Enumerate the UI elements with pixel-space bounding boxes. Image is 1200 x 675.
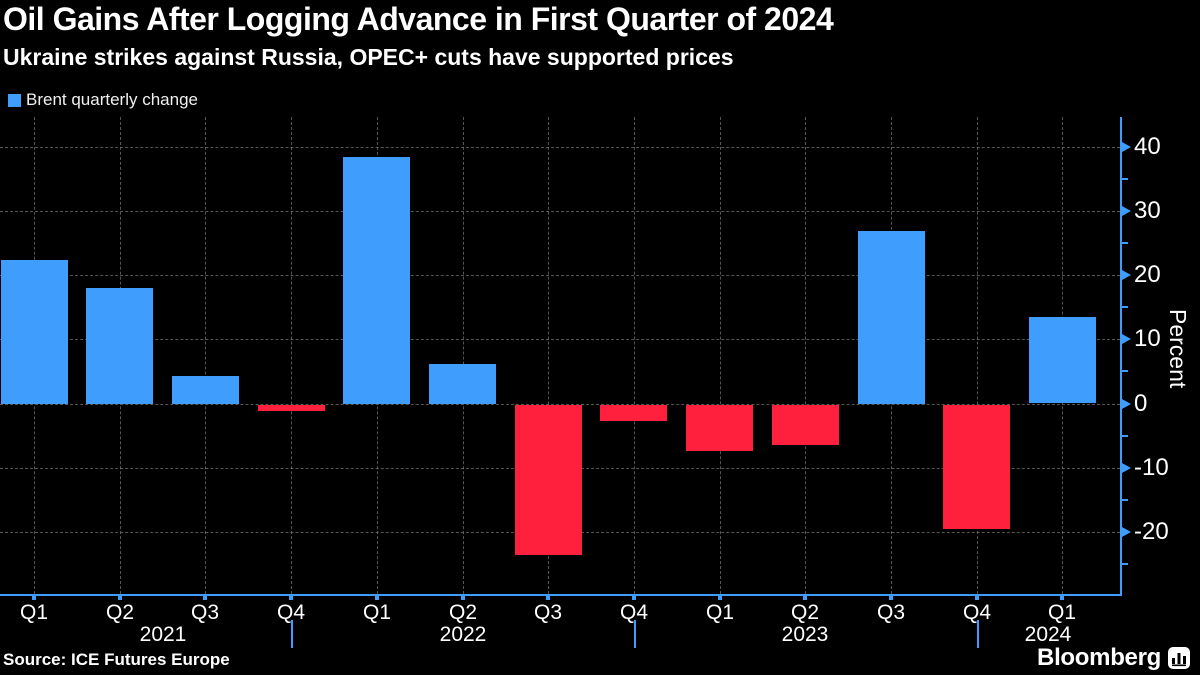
y-minor-tick (1122, 306, 1128, 308)
x-tick (546, 596, 550, 600)
y-tick-label: -20 (1134, 518, 1169, 545)
horizontal-gridline (0, 275, 1120, 276)
year-divider (634, 620, 636, 648)
vertical-gridline (291, 117, 293, 594)
x-tick-label: Q1 (705, 601, 734, 624)
x-tick-label: Q1 (1047, 601, 1076, 624)
y-major-tick (1122, 270, 1131, 280)
year-label: 2021 (139, 623, 187, 646)
x-tick (1060, 596, 1064, 600)
y-minor-tick (1122, 370, 1128, 372)
bar-q1-2024 (1029, 317, 1096, 403)
y-minor-tick (1122, 435, 1128, 437)
y-tick-label: -10 (1134, 454, 1169, 481)
y-major-tick (1122, 527, 1131, 537)
x-axis-line (0, 594, 1122, 596)
legend-swatch-icon (8, 93, 21, 107)
x-tick (718, 596, 722, 600)
y-major-tick (1122, 206, 1131, 216)
legend: Brent quarterly change (8, 90, 198, 110)
x-tick-label: Q4 (619, 601, 648, 624)
x-tick-label: Q3 (876, 601, 905, 624)
bar-q3-2023 (858, 231, 925, 404)
x-tick-label: Q2 (448, 601, 477, 624)
x-tick-label: Q2 (790, 601, 819, 624)
y-major-tick (1122, 399, 1131, 409)
y-axis-line (1120, 117, 1122, 596)
x-tick (32, 596, 36, 600)
x-tick-label: Q3 (533, 601, 562, 624)
y-tick-label: 0 (1134, 390, 1148, 417)
bar-q3-2022 (515, 405, 582, 555)
bar-q1-2022 (343, 157, 410, 404)
x-tick-label: Q4 (276, 601, 305, 624)
vertical-gridline (462, 117, 464, 594)
y-tick-label: 20 (1134, 261, 1161, 288)
x-tick (289, 596, 293, 600)
y-major-tick (1122, 463, 1131, 473)
year-label: 2024 (1024, 623, 1072, 646)
y-minor-tick (1122, 242, 1128, 244)
vertical-gridline (976, 117, 978, 594)
bloomberg-branding: Bloomberg (1037, 644, 1190, 672)
vertical-gridline (719, 117, 721, 594)
vertical-gridline (205, 117, 207, 594)
bloomberg-wordmark: Bloomberg (1037, 644, 1161, 671)
x-tick-label: Q4 (962, 601, 991, 624)
bar-q4-2021 (258, 405, 325, 411)
x-tick (203, 596, 207, 600)
bar-q2-2023 (772, 405, 839, 445)
x-tick-label: Q2 (105, 601, 134, 624)
y-axis-title: Percent (1165, 309, 1191, 389)
horizontal-gridline (0, 339, 1120, 340)
y-minor-tick (1122, 563, 1128, 565)
y-minor-tick (1122, 499, 1128, 501)
year-divider (977, 620, 979, 648)
page-title: Oil Gains After Logging Advance in First… (3, 1, 834, 37)
bar-q4-2022 (600, 405, 667, 421)
x-tick-label: Q3 (190, 601, 219, 624)
x-tick (889, 596, 893, 600)
y-major-tick (1122, 142, 1131, 152)
x-tick (375, 596, 379, 600)
x-tick-label: Q1 (19, 601, 48, 624)
vertical-gridline (548, 117, 550, 594)
horizontal-gridline (0, 147, 1120, 148)
bar-q1-2021 (1, 260, 68, 404)
x-tick (975, 596, 979, 600)
year-label: 2023 (781, 623, 829, 646)
bar-q1-2023 (686, 405, 753, 451)
x-tick (461, 596, 465, 600)
y-tick-label: 10 (1134, 325, 1161, 352)
legend-label: Brent quarterly change (26, 90, 198, 109)
vertical-gridline (805, 117, 807, 594)
bloomberg-chart-icon (1168, 647, 1190, 669)
y-minor-tick (1122, 178, 1128, 180)
bar-q3-2021 (172, 376, 239, 404)
horizontal-gridline (0, 211, 1120, 212)
y-tick-label: 40 (1134, 133, 1161, 160)
x-tick (118, 596, 122, 600)
bar-q4-2023 (943, 405, 1010, 529)
bar-q2-2022 (429, 364, 496, 404)
vertical-gridline (633, 117, 635, 594)
bar-q2-2021 (86, 288, 153, 404)
x-tick-label: Q1 (362, 601, 391, 624)
horizontal-gridline (0, 404, 1120, 405)
page-subtitle: Ukraine strikes against Russia, OPEC+ cu… (3, 44, 734, 70)
y-major-tick (1122, 334, 1131, 344)
y-tick-label: 30 (1134, 197, 1161, 224)
x-tick (803, 596, 807, 600)
year-label: 2022 (439, 623, 487, 646)
x-tick (632, 596, 636, 600)
source-note: Source: ICE Futures Europe (3, 650, 230, 669)
year-divider (291, 620, 293, 648)
